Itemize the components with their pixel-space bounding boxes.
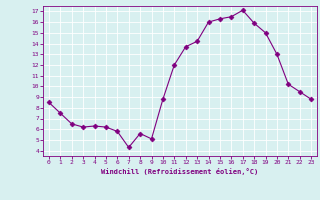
X-axis label: Windchill (Refroidissement éolien,°C): Windchill (Refroidissement éolien,°C) bbox=[101, 168, 259, 175]
